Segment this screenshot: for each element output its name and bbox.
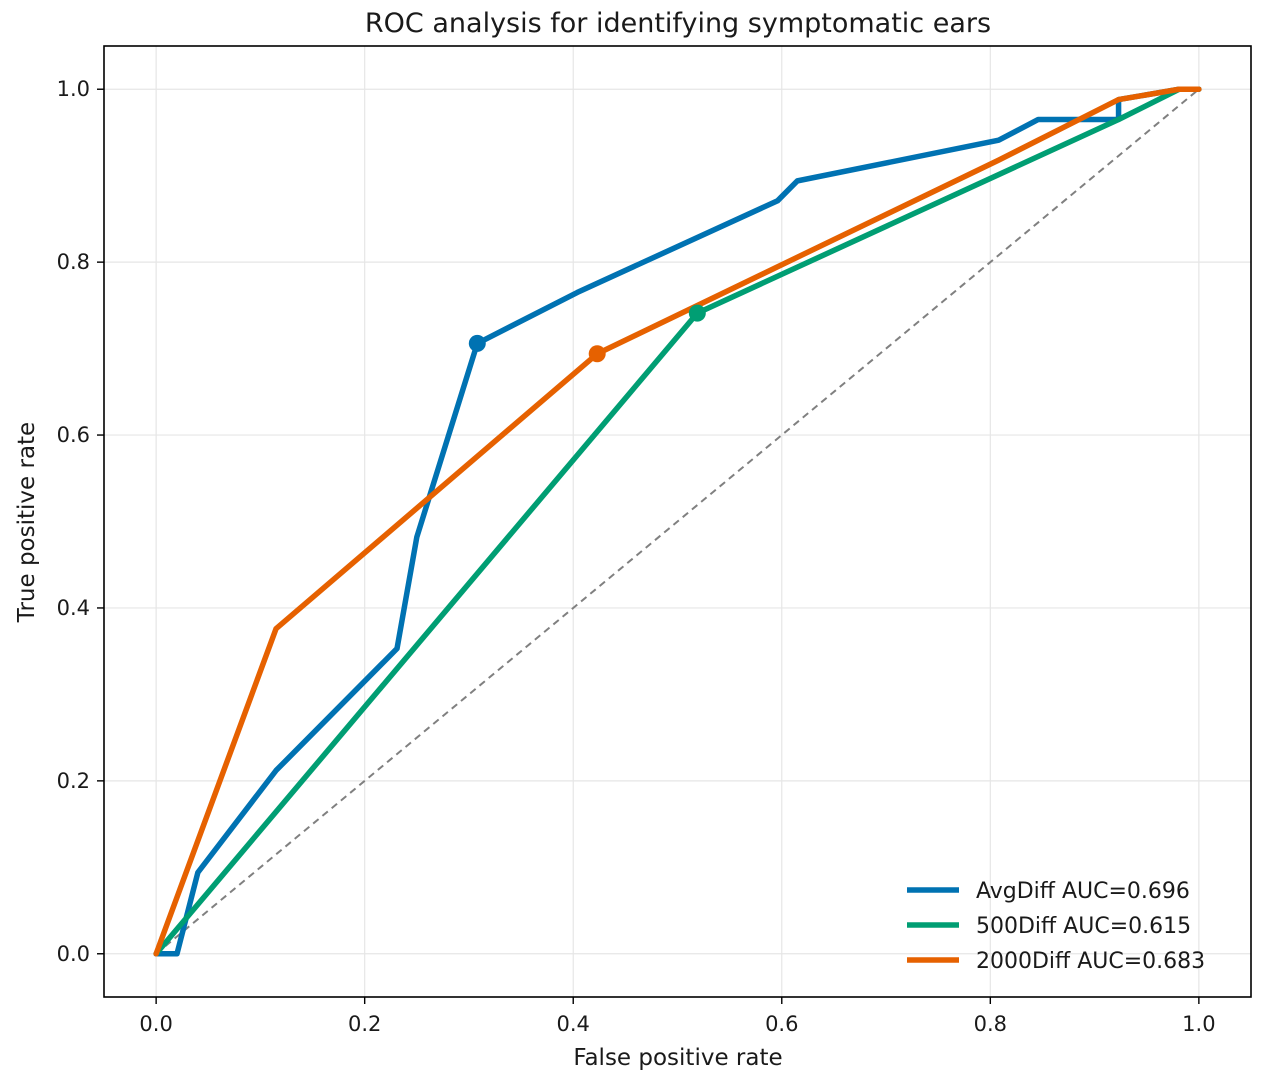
optimal-point-marker-2 xyxy=(688,304,706,322)
grid-lines xyxy=(104,46,1251,997)
roc-series xyxy=(153,86,1202,957)
y-tick-label: 0.8 xyxy=(57,250,90,274)
x-tick-label: 0.4 xyxy=(557,1012,590,1036)
x-tick-label: 0.6 xyxy=(765,1012,798,1036)
x-tick-label: 1.0 xyxy=(1182,1012,1215,1036)
optimal-point-marker-3 xyxy=(588,345,606,363)
y-tick-label: 0.6 xyxy=(57,423,90,447)
y-axis-label: True positive rate xyxy=(14,422,40,623)
x-tick-label: 0.0 xyxy=(139,1012,172,1036)
x-tick-label: 0.2 xyxy=(348,1012,381,1036)
roc-curve-3 xyxy=(153,86,1202,957)
x-axis-label: False positive rate xyxy=(573,1045,782,1071)
legend-label-3: 2000Diff AUC=0.683 xyxy=(976,949,1205,974)
roc-curve-1 xyxy=(153,86,1202,957)
optimal-point-marker-1 xyxy=(468,334,486,352)
y-tick-label: 1.0 xyxy=(57,77,90,101)
plot-frame xyxy=(103,45,1252,998)
chance-line xyxy=(155,88,1200,955)
axis-ticks: 0.0 0.2 0.4 0.6 0.8 1.0 0.0 0.2 0.4 0.6 0.8 1.0 xyxy=(57,77,1216,1036)
y-tick-label: 0.4 xyxy=(57,596,90,620)
chart-title: ROC analysis for identifying symptomatic… xyxy=(365,8,991,39)
reference-diagonal xyxy=(155,88,1200,955)
legend: AvgDiff AUC=0.696 500Diff AUC=0.615 2000Di… xyxy=(907,879,1205,974)
legend-label-2: 500Diff AUC=0.615 xyxy=(976,914,1191,939)
y-tick-label: 0.2 xyxy=(57,769,90,793)
legend-label-1: AvgDiff AUC=0.696 xyxy=(976,879,1190,904)
x-tick-label: 0.8 xyxy=(974,1012,1007,1036)
y-tick-label: 0.0 xyxy=(57,942,90,966)
